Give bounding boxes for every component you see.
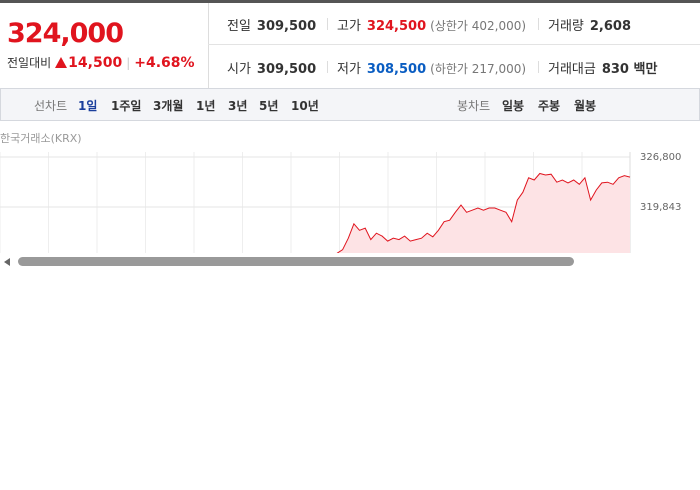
tab-label: 봉차트: [457, 99, 491, 113]
up-icon: [55, 57, 68, 68]
divider: [208, 44, 700, 45]
stat-label: 전일: [227, 19, 251, 34]
tab[interactable]: 3년: [228, 99, 248, 113]
y-tick-label: 326,800: [640, 152, 681, 163]
stat: 거래대금 830 백만: [548, 58, 657, 77]
stat-note: (하한가 217,000): [430, 62, 527, 76]
stat-label: 거래대금: [548, 62, 596, 77]
price: 324,000: [7, 18, 124, 49]
scroll-thumb[interactable]: [18, 257, 574, 266]
stat-value: 309,500: [256, 62, 317, 77]
stat-note: (상한가 402,000): [430, 19, 527, 33]
y-tick-label: 319,843: [640, 202, 681, 213]
y-tick-label: 312,885: [640, 252, 681, 263]
divider: [327, 18, 328, 30]
tab-bar: 선차트 1일 1주일 3개월 1년 3년 5년 10년 봉차트 일봉 주봉 월봉: [0, 88, 700, 121]
tab[interactable]: 1년: [196, 99, 216, 113]
stat: 고가 324,500 (상한가 402,000): [337, 15, 526, 34]
scroll-left[interactable]: [4, 258, 10, 266]
stat-label: 저가: [337, 62, 361, 77]
divider: [538, 61, 539, 73]
tab[interactable]: 1주일: [111, 99, 142, 113]
change-value: 14,500: [68, 55, 123, 71]
stat-value: 309,500: [256, 19, 317, 34]
chart: 326,800 319,843 312,885: [0, 152, 681, 266]
tab[interactable]: 3개월: [153, 99, 184, 113]
divider: [327, 61, 328, 73]
stat: 저가 308,500 (하한가 217,000): [337, 58, 526, 77]
area: [337, 173, 630, 253]
change-rate: +4.68%: [134, 55, 195, 71]
stats-box: [208, 3, 700, 88]
stat-value: 324,500: [366, 19, 427, 34]
source: 한국거래소(KRX): [0, 132, 82, 145]
tab[interactable]: 일봉: [502, 99, 525, 113]
stat-value: 2,608: [589, 19, 632, 34]
top-border: [0, 0, 700, 3]
stat-label: 시가: [227, 62, 251, 77]
tab[interactable]: 주봉: [538, 99, 561, 113]
stat-label: 고가: [337, 19, 361, 34]
divider: [538, 18, 539, 30]
stat-label: 거래량: [548, 19, 584, 34]
change-label: 전일대비: [7, 56, 52, 70]
tab[interactable]: 1일: [78, 99, 98, 113]
change: 전일대비 14,500 | +4.68%: [7, 55, 195, 71]
tab[interactable]: 5년: [259, 99, 279, 113]
stat: 시가 309,500: [227, 58, 316, 77]
tab[interactable]: 10년: [291, 99, 319, 113]
tab-label: 선차트: [34, 99, 68, 113]
stat: 거래량 2,608: [548, 15, 631, 34]
tab[interactable]: 월봉: [574, 99, 597, 113]
stat-value: 830 백만: [601, 62, 658, 77]
stat: 전일 309,500: [227, 15, 316, 34]
stat-value: 308,500: [366, 62, 427, 77]
price-line: [336, 172, 631, 253]
